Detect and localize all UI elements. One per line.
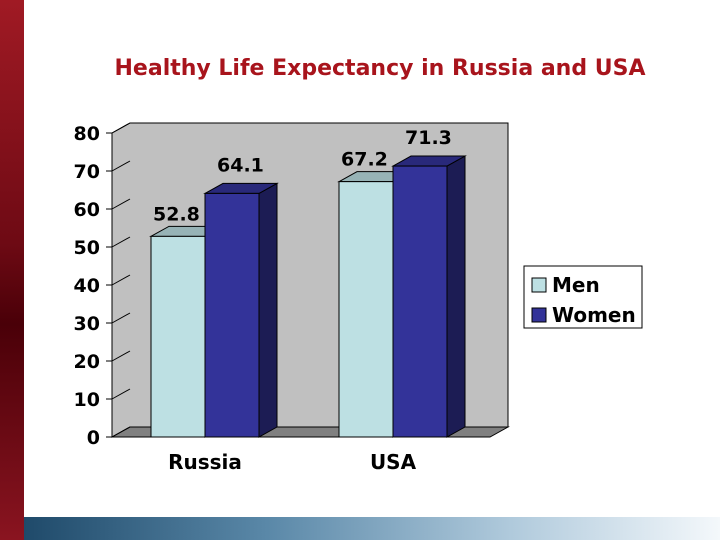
y-tick-label: 20	[74, 351, 100, 373]
bar	[338, 181, 394, 438]
legend-label: Women	[552, 303, 636, 327]
data-label: 52.8	[153, 203, 200, 225]
bar-side	[258, 182, 278, 438]
legend-swatch	[531, 277, 547, 293]
y-tick-depth-line	[111, 236, 131, 248]
y-tick-depth-line	[111, 426, 131, 438]
y-tick-depth-line	[111, 350, 131, 362]
y-tick-depth-line	[111, 312, 131, 324]
x-tick-label: Russia	[168, 450, 242, 474]
y-tick-label: 70	[74, 161, 100, 183]
left-decorative-bar	[0, 0, 24, 540]
data-label: 71.3	[405, 127, 452, 149]
bar	[392, 165, 448, 438]
legend-swatch	[531, 307, 547, 323]
y-tick-depth-line	[111, 198, 131, 210]
y-tick-label: 60	[74, 199, 100, 221]
y-tick-label: 40	[74, 275, 100, 297]
chart-title: Healthy Life Expectancy in Russia and US…	[114, 56, 646, 81]
bottom-decorative-bar	[24, 517, 720, 540]
bar-side	[446, 155, 466, 438]
y-tick-label: 30	[74, 313, 100, 335]
bar	[150, 235, 206, 438]
data-label: 67.2	[341, 149, 388, 171]
y-tick-label: 80	[74, 123, 100, 145]
y-tick-label: 0	[87, 427, 100, 449]
bar	[204, 192, 260, 438]
x-tick-label: USA	[370, 450, 417, 474]
y-tick-depth-line	[111, 274, 131, 286]
y-tick-depth-line	[111, 160, 131, 172]
y-tick-depth-line	[111, 122, 131, 134]
y-tick-label: 10	[74, 389, 100, 411]
y-tick-label: 50	[74, 237, 100, 259]
y-tick-depth-line	[111, 388, 131, 400]
legend-label: Men	[552, 273, 600, 297]
data-label: 64.1	[217, 154, 264, 176]
